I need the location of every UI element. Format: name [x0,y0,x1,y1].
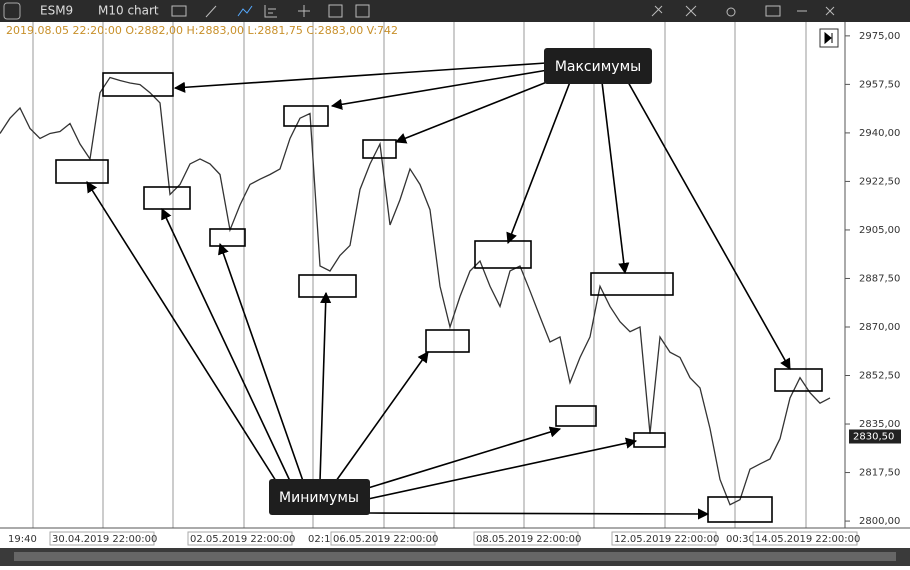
x-tick-label: 08.05.2019 22:00:00 [476,534,581,545]
x-tick-label: 30.04.2019 22:00:00 [52,534,157,545]
maxima-label: Максимумы [555,59,641,75]
y-tick-label: 2940,00 [859,128,900,139]
last-price-box [849,429,901,444]
plot-area [0,22,845,528]
price-line [0,76,831,506]
scroll-end-icon [824,31,833,45]
y-tick-label: 2835,00 [859,419,900,430]
logo[interactable] [3,2,21,20]
x-label-frame [473,531,579,546]
last-price-label: 2830,50 [853,432,894,443]
minima-label-box [269,479,370,515]
x-label-frame [752,531,858,546]
x-tick-label: 06.05.2019 22:00:00 [333,534,438,545]
chart-name[interactable]: M10 chart [98,4,159,18]
x-tick-label: 12.05.2019 22:00:00 [614,534,719,545]
x-label-frame [330,531,436,546]
x-label-frame [611,531,717,546]
y-tick-label: 2957,50 [859,79,900,90]
x-label-frame [49,531,155,546]
y-tick-label: 2817,50 [859,468,900,479]
toolbar [0,0,910,22]
y-tick-label: 2852,50 [859,371,900,382]
y-tick-label: 2905,00 [859,225,900,236]
y-tick-label: 2887,50 [859,273,900,284]
info-line: 2019.08.05 22:20:00 O:2882,00 H:2883,00 … [6,24,398,37]
price-axis [845,22,910,528]
x-tick-label: 00:30 [726,534,755,545]
y-tick-label: 2800,00 [859,516,900,527]
minima-label: Минимумы [279,490,359,506]
x-tick-label: 19:40 [8,534,37,545]
y-tick-label: 2975,00 [859,31,900,42]
toolbar-icons[interactable] [171,4,835,18]
annotation-arrows [86,62,791,520]
x-tick-label: 02.05.2019 22:00:00 [190,534,295,545]
x-tick-label: 02:10 [308,534,337,545]
maxima-label-box [544,48,652,84]
y-tick-label: 2922,50 [859,176,900,187]
scrollbar-thumb[interactable] [14,552,896,561]
symbol[interactable]: ESM9 [40,4,73,18]
y-tick-label: 2870,00 [859,322,900,333]
x-tick-label: 14.05.2019 22:00:00 [755,534,860,545]
x-label-frame [187,531,293,546]
